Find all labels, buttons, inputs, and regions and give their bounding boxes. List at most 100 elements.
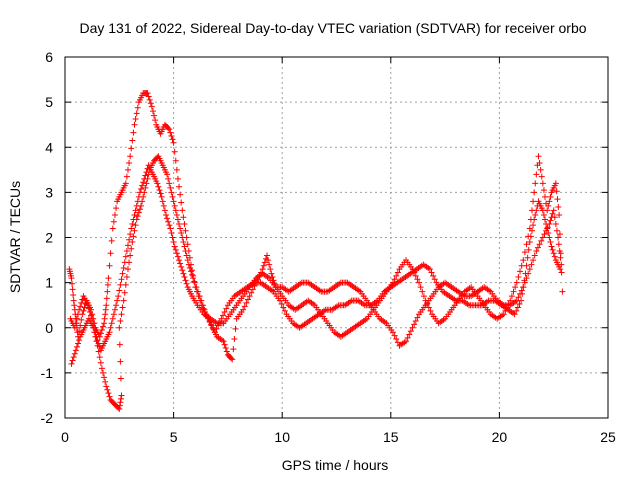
data-point: [107, 324, 114, 331]
data-point: [110, 311, 117, 318]
data-point: [76, 337, 83, 344]
data-point: [542, 193, 549, 200]
data-point: [148, 103, 155, 110]
data-point: [75, 340, 82, 347]
data-point: [169, 136, 176, 143]
data-point: [393, 336, 400, 343]
data-point: [77, 303, 84, 310]
data-point: [186, 264, 193, 271]
data-point: [221, 308, 228, 315]
data-point: [517, 268, 524, 275]
y-tick-label: 3: [45, 184, 53, 200]
data-point: [557, 250, 564, 257]
data-point: [117, 358, 124, 365]
data-point: [185, 261, 192, 268]
data-point: [240, 306, 247, 313]
data-point: [171, 243, 178, 250]
data-point: [549, 246, 556, 253]
data-point: [198, 297, 205, 304]
data-point: [555, 234, 562, 241]
data-point: [518, 262, 525, 269]
data-point: [91, 324, 98, 331]
data-point: [111, 211, 118, 218]
data-point: [103, 383, 110, 390]
data-point: [147, 100, 154, 107]
data-point: [104, 386, 111, 393]
data-point: [166, 126, 173, 133]
data-point: [80, 307, 87, 314]
data-point: [136, 206, 143, 213]
data-point: [100, 369, 107, 376]
data-point: [121, 259, 128, 266]
data-point: [75, 311, 82, 318]
data-point: [538, 237, 545, 244]
data-point: [525, 246, 532, 253]
data-point: [523, 241, 530, 248]
data-point: [389, 279, 396, 286]
x-tick-label: 5: [170, 429, 178, 445]
data-point: [127, 153, 134, 160]
data-point: [68, 360, 75, 367]
data-point: [107, 250, 114, 257]
chart-title: Day 131 of 2022, Sidereal Day-to-day VTE…: [79, 20, 586, 36]
data-point: [179, 207, 186, 214]
data-point: [165, 125, 172, 132]
data-point: [229, 356, 236, 363]
data-point: [220, 338, 227, 345]
data-marks: [66, 90, 566, 412]
data-point: [145, 93, 152, 100]
data-point: [144, 90, 151, 97]
data-point: [512, 284, 519, 291]
data-point: [554, 196, 561, 203]
data-point: [97, 359, 104, 366]
data-point: [551, 253, 558, 260]
data-point: [556, 211, 563, 218]
data-point: [539, 180, 546, 187]
data-point: [416, 279, 423, 286]
data-point: [520, 284, 527, 291]
data-point: [532, 180, 539, 187]
data-point: [248, 289, 255, 296]
data-point: [265, 257, 272, 264]
data-point: [120, 264, 127, 271]
data-point: [394, 339, 401, 346]
data-point: [280, 304, 287, 311]
data-point: [394, 269, 401, 276]
data-point: [106, 393, 113, 400]
data-point: [127, 231, 134, 238]
data-point: [524, 254, 531, 261]
data-point: [411, 269, 418, 276]
data-point: [223, 348, 230, 355]
data-point: [126, 160, 133, 167]
data-point: [515, 294, 522, 301]
data-point: [113, 205, 120, 212]
data-point: [118, 276, 125, 283]
data-point: [540, 187, 547, 194]
data-point: [414, 276, 421, 283]
data-point: [128, 245, 135, 252]
data-point: [213, 325, 220, 332]
data-point: [553, 188, 560, 195]
data-point: [514, 304, 521, 311]
data-point: [103, 295, 110, 302]
data-point: [246, 293, 253, 300]
data-point: [69, 357, 76, 364]
data-point: [558, 261, 565, 268]
data-point: [172, 207, 179, 214]
data-point: [116, 341, 123, 348]
data-point: [555, 204, 562, 211]
data-point: [118, 311, 125, 318]
data-point: [128, 225, 135, 232]
data-point: [173, 250, 180, 257]
data-point: [152, 117, 159, 124]
data-point: [538, 173, 545, 180]
data-point: [533, 171, 540, 178]
data-point: [104, 288, 111, 295]
data-point: [170, 139, 177, 146]
data-point: [122, 281, 129, 288]
data-point: [191, 279, 198, 286]
data-point: [525, 270, 532, 277]
data-point: [155, 183, 162, 190]
data-point: [166, 222, 173, 229]
data-point: [131, 211, 138, 218]
